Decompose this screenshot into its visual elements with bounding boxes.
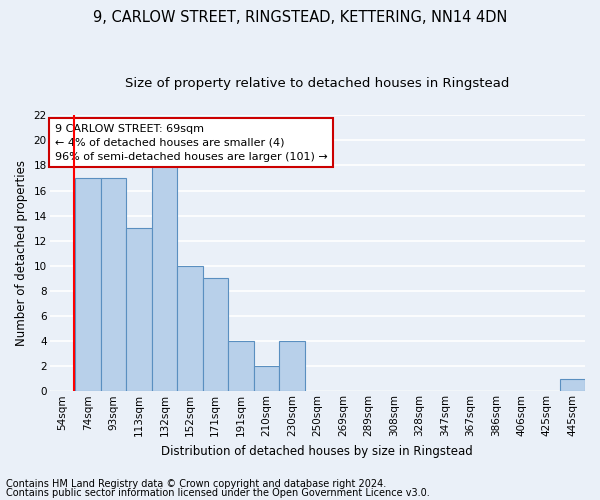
Bar bbox=[279, 341, 305, 392]
Bar bbox=[228, 341, 254, 392]
Bar bbox=[75, 178, 101, 392]
Title: Size of property relative to detached houses in Ringstead: Size of property relative to detached ho… bbox=[125, 78, 509, 90]
Bar bbox=[101, 178, 126, 392]
Bar bbox=[177, 266, 203, 392]
Bar bbox=[254, 366, 279, 392]
Bar bbox=[203, 278, 228, 392]
Text: Contains public sector information licensed under the Open Government Licence v3: Contains public sector information licen… bbox=[6, 488, 430, 498]
Bar bbox=[560, 378, 585, 392]
Text: 9 CARLOW STREET: 69sqm
← 4% of detached houses are smaller (4)
96% of semi-detac: 9 CARLOW STREET: 69sqm ← 4% of detached … bbox=[55, 124, 328, 162]
Y-axis label: Number of detached properties: Number of detached properties bbox=[15, 160, 28, 346]
X-axis label: Distribution of detached houses by size in Ringstead: Distribution of detached houses by size … bbox=[161, 444, 473, 458]
Text: 9, CARLOW STREET, RINGSTEAD, KETTERING, NN14 4DN: 9, CARLOW STREET, RINGSTEAD, KETTERING, … bbox=[93, 10, 507, 25]
Bar bbox=[126, 228, 152, 392]
Bar bbox=[152, 166, 177, 392]
Text: Contains HM Land Registry data © Crown copyright and database right 2024.: Contains HM Land Registry data © Crown c… bbox=[6, 479, 386, 489]
